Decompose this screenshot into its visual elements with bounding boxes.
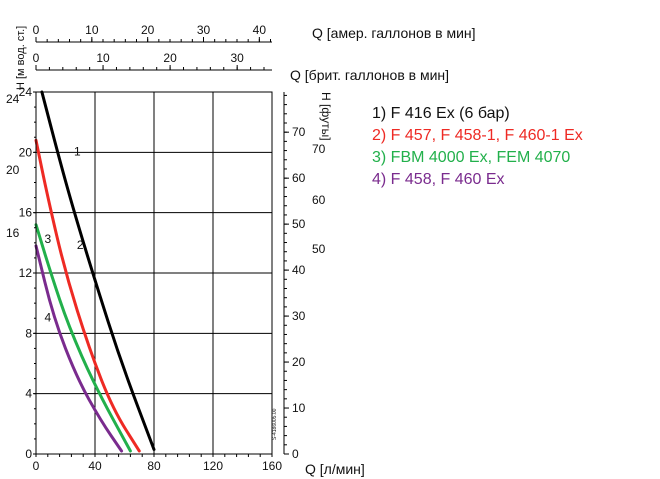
top-us-tick-label: 40 [253, 23, 267, 37]
top-us-axis-label: Q [амер. галлонов в мин] [312, 25, 476, 41]
series-group [34, 90, 156, 453]
series-number-label: 2 [77, 238, 84, 252]
axes [33, 37, 289, 457]
y-tick-label: 24 [19, 85, 33, 99]
top-us-tick-label: 20 [141, 23, 155, 37]
series-line [40, 90, 156, 451]
outside-left-tick-label: 24 [6, 92, 20, 106]
top-blue-decoration [36, 0, 216, 4]
right-tick-label: 60 [292, 171, 306, 185]
legend-item: 1) F 416 Ex (6 бар) [372, 105, 510, 122]
x-tick-label: 160 [262, 459, 282, 473]
top-us-tick-label: 0 [33, 23, 40, 37]
series-number-label: 1 [74, 144, 81, 158]
watermark: S-4186005.00 [272, 408, 278, 440]
y-tick-label: 12 [19, 266, 33, 280]
y-tick-label: 4 [25, 387, 32, 401]
legend: 1) F 416 Ex (6 бар) 2) F 457, F 458-1, F … [372, 103, 583, 191]
x-tick-label: 80 [147, 459, 161, 473]
series-line [34, 244, 124, 453]
outside-right-tick-label: 50 [312, 242, 326, 256]
series-line [34, 138, 141, 453]
series-number-label: 3 [44, 232, 51, 246]
outside-right-tick-label: 60 [312, 193, 326, 207]
y-axis-label: H [м вод. ст.] [15, 26, 27, 90]
right-tick-label: 50 [292, 217, 306, 231]
top-uk-tick-label: 0 [33, 51, 40, 65]
top-uk-tick-label: 10 [96, 51, 110, 65]
series-number-label: 4 [44, 310, 51, 324]
right-tick-label: 40 [292, 263, 306, 277]
y-tick-label: 16 [19, 206, 33, 220]
right-tick-label: 0 [292, 447, 299, 461]
y-tick-label: 0 [25, 447, 32, 461]
top-uk-axis-label: Q [брит. галлонов в мин] [290, 67, 449, 83]
grid [35, 91, 273, 455]
outside-left-tick-label: 20 [6, 163, 20, 177]
top-uk-tick-label: 20 [163, 51, 177, 65]
x-axis-label: Q [л/мин] [305, 461, 365, 477]
y-tick-label: 20 [19, 145, 33, 159]
legend-item: 4) F 458, F 460 Ex [372, 171, 505, 188]
right-tick-label: 30 [292, 309, 306, 323]
x-tick-label: 40 [88, 459, 102, 473]
legend-item: 3) FBM 4000 Ex, FEM 4070 [372, 149, 571, 166]
outside-left-tick-label: 16 [6, 226, 20, 240]
right-tick-label: 70 [292, 125, 306, 139]
series-line [34, 223, 132, 453]
top-us-tick-label: 30 [197, 23, 211, 37]
x-tick-label: 120 [203, 459, 223, 473]
outside-right-tick-label: 70 [312, 142, 326, 156]
right-tick-label: 20 [292, 355, 306, 369]
y-tick-label: 8 [25, 326, 32, 340]
x-tick-label: 0 [33, 459, 40, 473]
top-us-tick-label: 10 [85, 23, 99, 37]
top-uk-tick-label: 30 [230, 51, 244, 65]
legend-item: 2) F 457, F 458-1, F 460-1 Ex [372, 127, 583, 144]
right-tick-label: 10 [292, 401, 306, 415]
right-axis-label: Н [футы] [319, 92, 333, 141]
